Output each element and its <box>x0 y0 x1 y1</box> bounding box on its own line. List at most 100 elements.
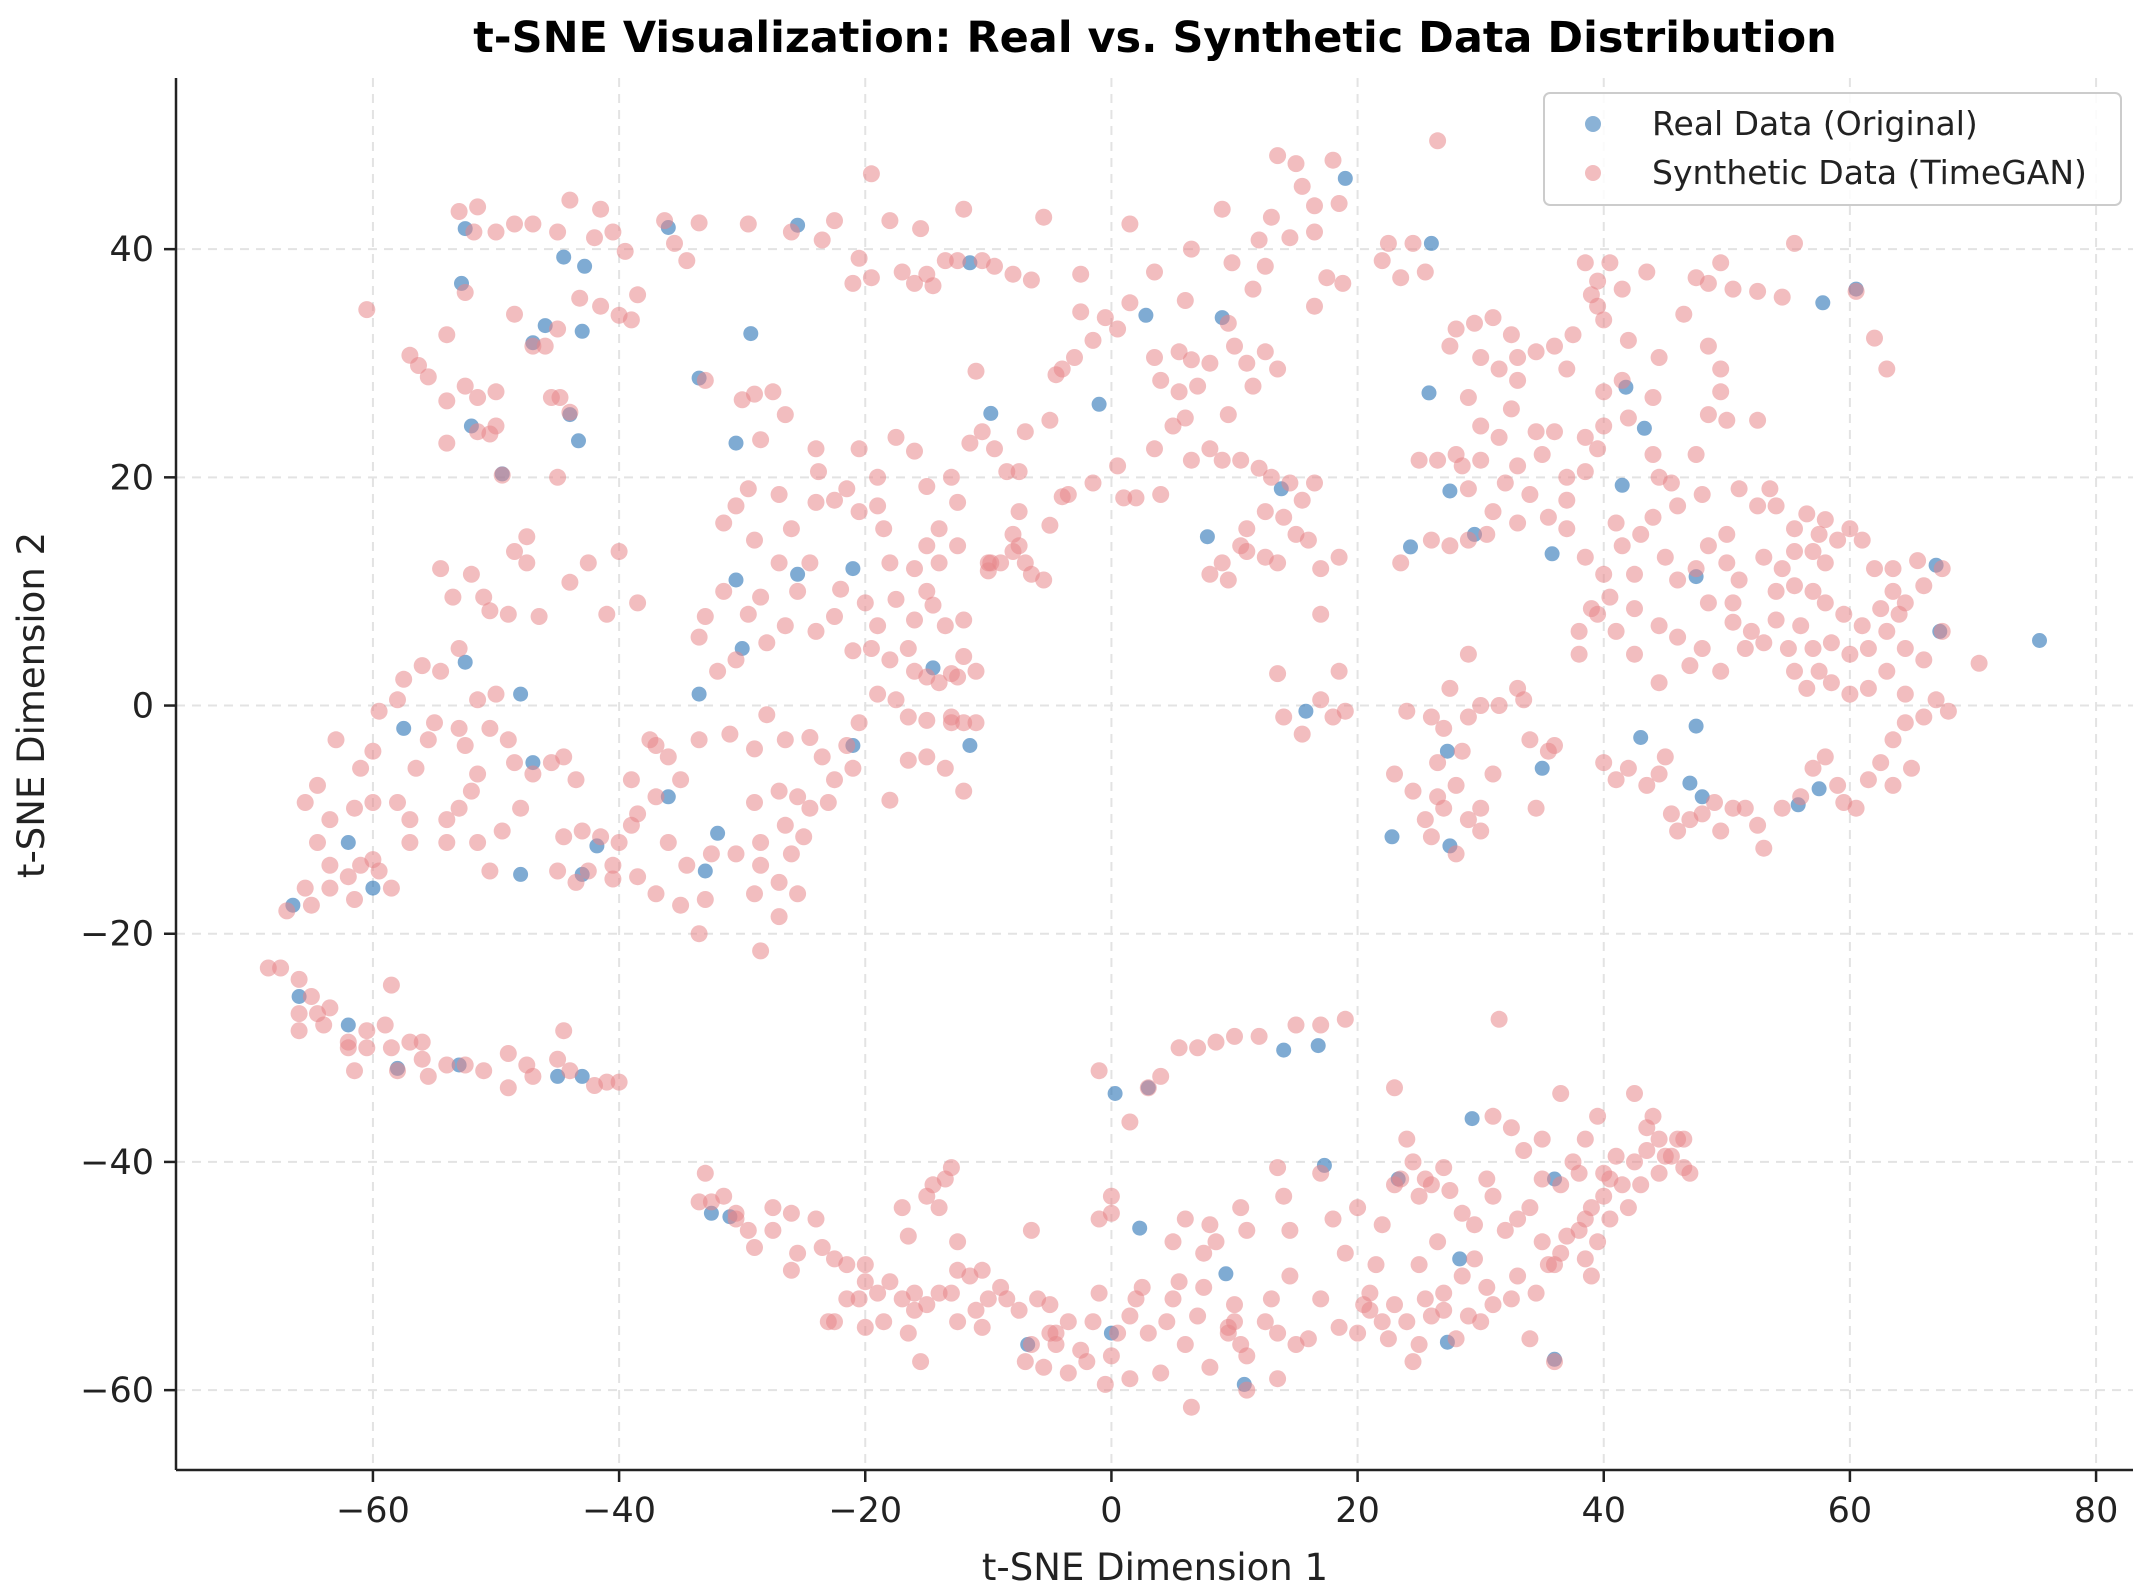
series-0-point-85 <box>1310 1038 1326 1054</box>
series-1-point-761 <box>1804 543 1822 560</box>
series-1-point-391 <box>469 691 487 709</box>
series-1-point-501 <box>1299 1330 1317 1348</box>
series-1-point-256 <box>795 828 813 846</box>
series-0-point-25 <box>1421 385 1437 401</box>
series-1-point-147 <box>998 463 1016 481</box>
series-0-point-3 <box>577 258 593 274</box>
series-1-point-410 <box>321 999 339 1017</box>
series-0-point-52 <box>697 863 713 879</box>
series-1-point-806 <box>1718 411 1736 429</box>
series-1-point-240 <box>647 788 665 806</box>
series-1-point-686 <box>1472 799 1490 817</box>
series-1-point-111 <box>1650 349 1668 366</box>
series-1-point-254 <box>770 873 788 891</box>
series-1-point-499 <box>1281 1267 1299 1285</box>
series-1-point-312 <box>1201 565 1219 583</box>
series-1-point-445 <box>690 1193 708 1211</box>
series-1-point-577 <box>1189 1039 1207 1057</box>
series-1-point-635 <box>1466 1250 1483 1268</box>
series-1-point-418 <box>413 1033 431 1051</box>
series-1-point-66 <box>1121 215 1139 233</box>
series-1-point-795 <box>1687 560 1705 578</box>
series-1-point-683 <box>1459 645 1477 663</box>
series-1-point-849 <box>1632 525 1650 543</box>
series-1-point-685 <box>1429 788 1447 806</box>
series-1-point-196 <box>826 491 843 509</box>
series-1-point-840 <box>1589 440 1607 458</box>
series-1-point-333 <box>475 588 493 606</box>
series-1-point-105 <box>1601 254 1619 272</box>
series-1-point-766 <box>1866 560 1883 578</box>
series-1-point-591 <box>899 1227 917 1245</box>
series-1-point-106 <box>1613 280 1631 298</box>
series-1-point-446 <box>715 1187 733 1205</box>
series-1-point-786 <box>1724 594 1742 612</box>
series-1-point-771 <box>1970 654 1988 672</box>
series-1-point-41 <box>678 252 696 270</box>
series-1-point-264 <box>752 834 770 851</box>
series-1-point-848 <box>1607 514 1625 532</box>
series-1-point-149 <box>1016 423 1034 441</box>
series-1-point-123 <box>1786 234 1803 252</box>
series-0-point-56 <box>1298 703 1314 719</box>
series-1-point-515 <box>1472 1313 1490 1331</box>
series-1-point-321 <box>1330 548 1348 566</box>
series-1-point-376 <box>450 719 468 737</box>
series-1-point-668 <box>1422 708 1440 726</box>
series-1-point-373 <box>407 759 425 777</box>
series-1-point-712 <box>1706 794 1723 811</box>
series-1-point-252 <box>746 885 763 903</box>
series-1-point-680 <box>1490 697 1508 714</box>
series-1-point-809 <box>1749 411 1767 429</box>
series-0-point-28 <box>1544 546 1560 562</box>
series-1-point-29 <box>358 301 376 319</box>
series-1-point-851 <box>1601 588 1619 606</box>
series-1-point-850 <box>1626 565 1643 583</box>
series-1-point-697 <box>1619 759 1637 777</box>
series-1-point-758 <box>1755 548 1773 566</box>
series-1-point-366 <box>296 879 314 897</box>
series-1-point-359 <box>401 811 419 829</box>
series-1-point-15 <box>524 337 542 355</box>
series-1-point-548 <box>1484 1187 1502 1205</box>
series-1-point-301 <box>1213 451 1231 469</box>
series-1-point-731 <box>1915 708 1933 726</box>
series-1-point-508 <box>1386 1296 1403 1314</box>
series-0-point-32 <box>1403 539 1418 555</box>
series-1-point-191 <box>949 537 967 555</box>
series-1-point-670 <box>1416 811 1434 829</box>
series-1-point-645 <box>1429 1233 1447 1251</box>
series-1-point-156 <box>1096 309 1114 327</box>
series-1-point-367 <box>278 902 296 920</box>
series-1-point-295 <box>1109 457 1127 475</box>
series-1-point-842 <box>1576 428 1594 446</box>
series-1-point-724 <box>1847 799 1865 817</box>
series-1-point-578 <box>1170 1039 1188 1057</box>
series-1-point-539 <box>1619 1199 1637 1217</box>
series-1-point-133 <box>764 383 782 401</box>
series-1-point-323 <box>1269 665 1287 683</box>
series-1-point-641 <box>1324 1210 1342 1228</box>
series-1-point-817 <box>1484 503 1502 521</box>
series-1-point-692 <box>1546 737 1563 754</box>
series-1-point-239 <box>672 771 690 789</box>
series-1-point-618 <box>1078 1353 1096 1371</box>
series-0-point-40 <box>525 755 541 771</box>
series-1-point-89 <box>1404 234 1422 252</box>
series-1-point-652 <box>1570 1164 1588 1182</box>
series-1-point-14 <box>506 305 523 323</box>
series-0-point-41 <box>396 720 412 736</box>
series-1-point-603 <box>1201 1216 1219 1234</box>
series-1-point-832 <box>1441 537 1459 555</box>
series-1-point-844 <box>1558 520 1576 538</box>
series-1-point-550 <box>1466 1216 1483 1234</box>
series-1-point-388 <box>506 754 523 772</box>
series-1-point-828 <box>1447 446 1465 463</box>
series-1-point-131 <box>752 431 770 449</box>
series-1-point-487 <box>1170 1273 1188 1291</box>
series-1-point-749 <box>1933 622 1951 640</box>
series-1-point-839 <box>1576 463 1594 481</box>
series-1-point-268 <box>826 771 843 789</box>
series-0-point-75 <box>550 1068 566 1084</box>
series-1-point-363 <box>339 868 357 886</box>
